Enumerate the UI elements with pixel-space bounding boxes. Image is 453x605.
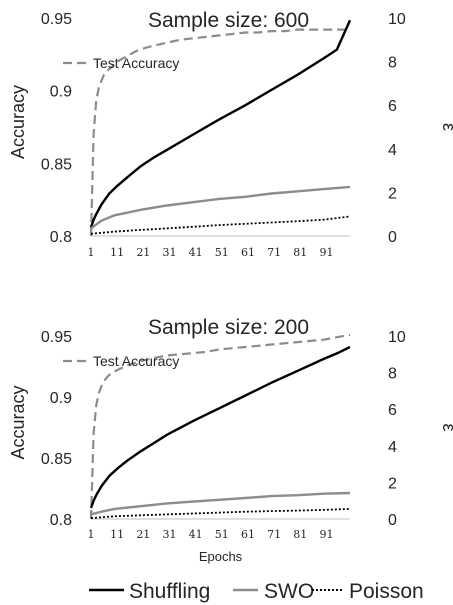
x-tick-label: 1 — [88, 246, 95, 259]
y-axis-label: Accuracy — [8, 385, 28, 459]
series-line-test-accuracy — [89, 28, 350, 237]
series-line-swo — [90, 491, 351, 516]
legend-label-shuffling: Shuffling — [129, 580, 210, 603]
y-tick-label: 0.85 — [41, 156, 72, 173]
x-tick-label: 71 — [267, 528, 281, 541]
y-tick-label: 0.95 — [41, 329, 72, 346]
series-line-poisson — [90, 215, 351, 235]
y-tick-label: 0.8 — [50, 512, 72, 529]
y2-axis-label: ε — [439, 423, 453, 431]
x-tick-label: 21 — [136, 246, 150, 259]
series-line-poisson — [90, 508, 351, 519]
y-tick-label: 0.9 — [50, 390, 72, 407]
y2-tick-label: 10 — [388, 329, 406, 346]
x-tick-label: 41 — [189, 528, 203, 541]
legend-label-poisson: Poisson — [349, 580, 424, 603]
series-line-swo — [90, 185, 351, 230]
y-tick-label: 0.8 — [50, 229, 72, 246]
x-axis-label: Epochs — [199, 549, 243, 564]
y-tick-label: 0.9 — [50, 84, 72, 101]
y-tick-label: 0.85 — [41, 451, 72, 468]
y2-tick-label: 10 — [388, 11, 406, 28]
series-line-shuffling — [89, 19, 352, 228]
y2-tick-label: 2 — [388, 475, 397, 492]
x-tick-label: 11 — [110, 528, 124, 541]
x-tick-label: 61 — [241, 246, 255, 259]
x-tick-label: 1 — [88, 528, 95, 541]
x-tick-label: 81 — [293, 528, 307, 541]
legend-label-swo: SWO — [264, 580, 314, 603]
y2-tick-label: 2 — [388, 185, 397, 202]
y-tick-label: 0.95 — [41, 11, 72, 28]
x-tick-label: 31 — [162, 246, 176, 259]
x-tick-label: 81 — [293, 246, 307, 259]
y-axis-label: Accuracy — [8, 85, 28, 159]
x-tick-label: 61 — [241, 528, 255, 541]
chart-title: Sample size: 200 — [148, 316, 309, 339]
y2-tick-label: 0 — [388, 512, 397, 529]
x-tick-label: 41 — [189, 246, 203, 259]
chart-title: Sample size: 600 — [148, 9, 309, 32]
x-tick-label: 31 — [162, 528, 176, 541]
x-tick-label: 91 — [319, 246, 333, 259]
y2-tick-label: 6 — [388, 402, 397, 419]
x-tick-label: 11 — [110, 246, 124, 259]
y2-tick-label: 8 — [388, 366, 397, 383]
y2-tick-label: 8 — [388, 55, 397, 72]
x-tick-label: 51 — [215, 246, 229, 259]
y2-axis-label: ε — [439, 123, 453, 131]
y2-tick-label: 4 — [388, 142, 397, 159]
legend: Shuffling SWO Poisson — [89, 580, 424, 603]
annotation-label: Test Accuracy — [93, 55, 179, 71]
x-tick-label: 71 — [267, 246, 281, 259]
y2-tick-label: 4 — [388, 439, 397, 456]
annotation-label: Test Accuracy — [93, 353, 179, 369]
x-tick-label: 91 — [319, 528, 333, 541]
x-tick-label: 21 — [136, 528, 150, 541]
y2-tick-label: 6 — [388, 98, 397, 115]
y2-tick-label: 0 — [388, 229, 397, 246]
x-tick-label: 51 — [215, 528, 229, 541]
series-line-shuffling — [89, 345, 351, 509]
